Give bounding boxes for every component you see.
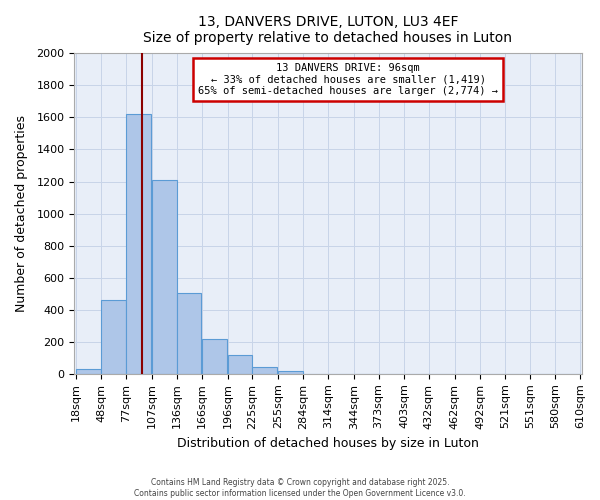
Text: Contains HM Land Registry data © Crown copyright and database right 2025.
Contai: Contains HM Land Registry data © Crown c… [134, 478, 466, 498]
Bar [76, 369, 101, 374]
Bar [253, 366, 277, 374]
Text: 13 DANVERS DRIVE: 96sqm
← 33% of detached houses are smaller (1,419)
65% of semi: 13 DANVERS DRIVE: 96sqm ← 33% of detache… [198, 63, 498, 96]
Bar [227, 356, 253, 374]
Bar [278, 372, 303, 374]
Bar [202, 340, 227, 374]
Bar [152, 180, 176, 374]
Y-axis label: Number of detached properties: Number of detached properties [15, 115, 28, 312]
X-axis label: Distribution of detached houses by size in Luton: Distribution of detached houses by size … [177, 437, 479, 450]
Bar [176, 293, 201, 374]
Bar [101, 300, 126, 374]
Title: 13, DANVERS DRIVE, LUTON, LU3 4EF
Size of property relative to detached houses i: 13, DANVERS DRIVE, LUTON, LU3 4EF Size o… [143, 15, 512, 45]
Bar [126, 114, 151, 374]
